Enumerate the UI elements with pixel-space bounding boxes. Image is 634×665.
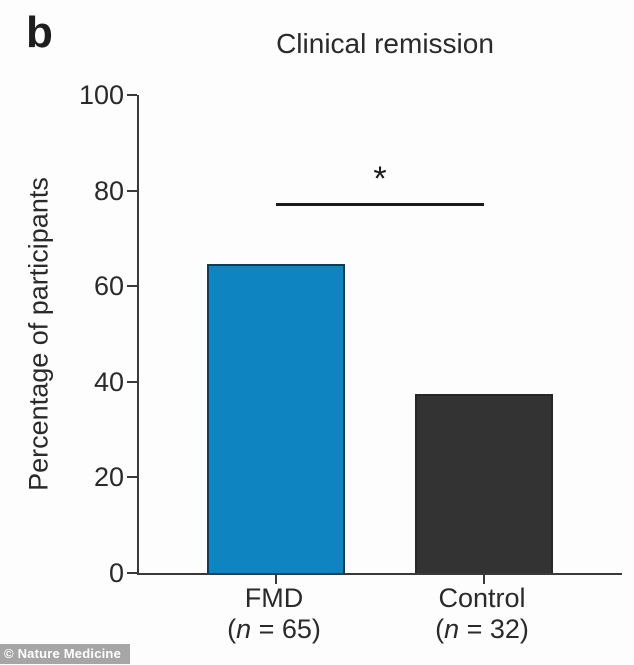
chart-title: Clinical remission: [276, 28, 494, 59]
x-tick-mark: [275, 575, 277, 584]
y-tick-label: 20: [93, 462, 124, 493]
x-label-fmd: FMD (n = 65): [164, 583, 384, 645]
category-sublabel: (n = 65): [227, 613, 321, 644]
watermark-text: © Nature Medicine: [4, 646, 122, 661]
y-tick-label: 40: [93, 366, 124, 397]
y-tick-label: 80: [93, 175, 124, 206]
category-name: Control: [438, 583, 526, 613]
y-tick-mark: [127, 476, 137, 479]
significance-asterisk: *: [373, 159, 387, 198]
watermark: © Nature Medicine: [0, 644, 131, 664]
panel-label: b: [26, 8, 53, 57]
plot-area: *: [127, 94, 622, 584]
x-tick-mark: [483, 575, 485, 584]
y-tick-mark: [127, 380, 137, 383]
x-label-control: Control (n = 32): [372, 583, 592, 645]
y-tick-mark: [127, 285, 137, 288]
y-tick-label: 60: [93, 271, 124, 302]
category-name: FMD: [244, 583, 304, 613]
category-sublabel: (n = 32): [435, 613, 529, 644]
y-tick-mark: [127, 572, 137, 574]
y-tick-label: 100: [78, 80, 124, 110]
bar-control: [415, 394, 553, 573]
y-tick-mark: [127, 94, 137, 96]
significance-line: [276, 202, 484, 206]
bar-fmd: [207, 264, 345, 573]
y-axis-label: Percentage of participants: [23, 177, 54, 491]
y-tick-mark: [127, 189, 137, 192]
y-tick-label: 0: [108, 558, 124, 588]
